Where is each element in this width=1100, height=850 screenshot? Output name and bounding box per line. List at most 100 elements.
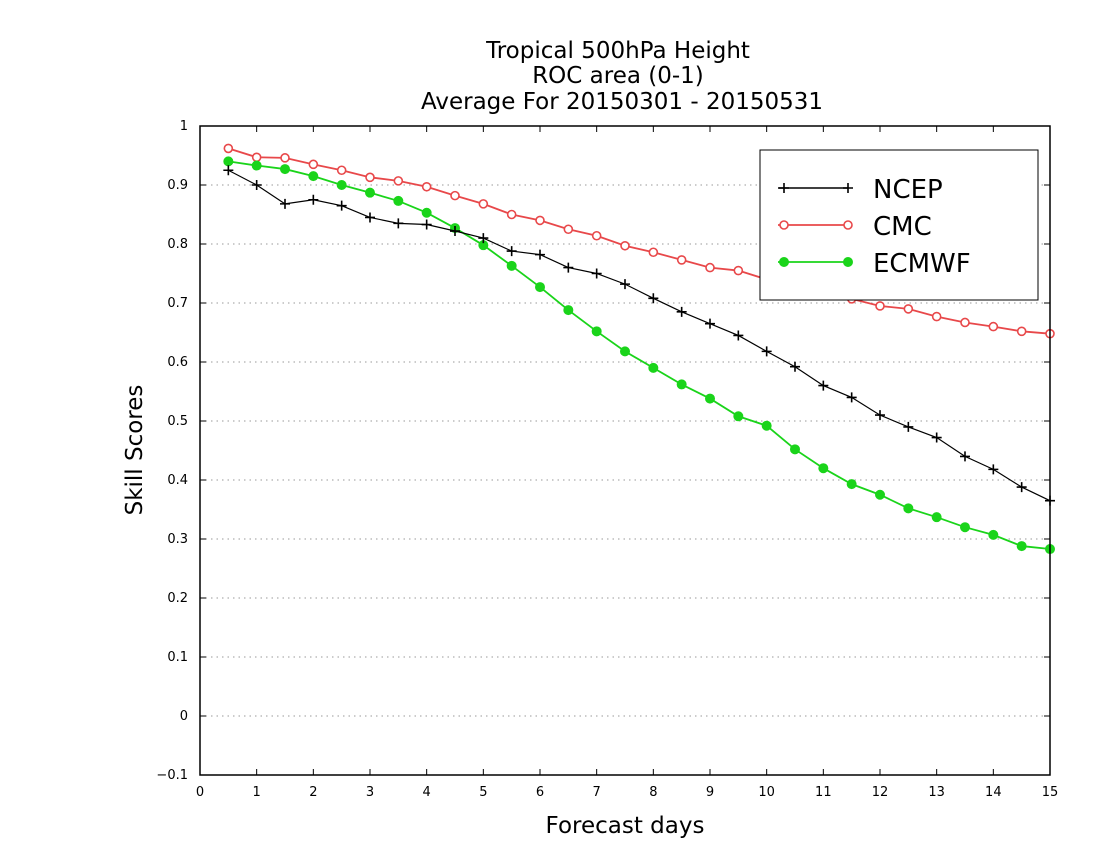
y-axis-label: Skill Scores [122,385,148,516]
data-point [393,176,404,186]
data-point [988,529,999,540]
x-tick-label: 1 [253,785,261,800]
data-point [733,411,744,422]
data-point [846,392,857,403]
legend-entry-ncep: NCEP [778,175,943,205]
data-point [846,479,857,490]
x-tick-label: 15 [1042,785,1059,800]
data-point [506,209,517,220]
data-point [308,159,319,170]
data-point [960,522,970,533]
x-tick-label: 12 [872,785,889,800]
data-point [421,181,432,192]
legend-label: CMC [873,212,932,242]
series-line [228,147,1051,335]
data-point [733,330,744,341]
y-tick-label: −0.1 [156,768,188,783]
legend-entry-cmc: CMC [778,212,932,242]
data-point [421,207,432,218]
data-point [705,262,715,273]
data-point [421,219,432,230]
data-point [450,190,460,201]
data-point [365,212,375,223]
data-point [676,306,687,317]
x-tick-label: 6 [536,785,544,800]
y-tick-label: 0.2 [167,591,188,606]
y-tick-label: 0.4 [167,473,188,488]
data-point [648,362,659,373]
data-point [535,282,545,293]
legend: NCEP CMC ECMWF [759,149,1039,301]
x-tick-label: 5 [479,785,487,800]
data-point [988,321,999,332]
data-point [761,346,772,357]
x-tick-label: 7 [593,785,601,800]
y-tick-label: 0.7 [167,296,188,311]
y-tick-label: 1 [180,119,188,134]
data-point [960,451,970,462]
data-point [308,194,319,205]
data-point [903,304,914,314]
data-point [223,165,234,176]
data-point [875,489,885,500]
data-point [818,380,829,391]
data-point [818,463,829,474]
data-point [988,464,999,475]
data-point [393,218,404,229]
x-tick-label: 13 [928,785,945,800]
data-point [903,503,914,514]
data-point [591,230,602,241]
data-point [365,172,375,183]
x-tick-label: 14 [985,785,1002,800]
data-point [251,180,262,190]
legend-label: NCEP [873,175,943,205]
data-point [563,224,574,235]
data-point [478,233,489,244]
grid-lines [200,184,1050,717]
data-point [251,152,262,163]
legend-entry-ecmwf: ECMWF [778,249,971,279]
data-point [931,512,942,523]
y-tick-label: 0.1 [167,650,188,665]
data-point [506,246,517,257]
data-point [620,240,630,251]
data-point [931,311,942,322]
data-point [875,410,885,421]
data-point [506,260,517,271]
data-point [308,171,319,182]
title-line-3: Average For 20150301 - 20150531 [421,89,823,115]
x-tick-label: 11 [815,785,832,800]
data-point [336,165,347,176]
data-point [779,257,789,267]
data-point [705,393,715,404]
data-point [733,265,744,276]
data-point [1016,326,1027,337]
y-tick-label: 0.3 [167,532,188,547]
title-line-2: ROC area (0-1) [532,63,704,89]
data-point [790,444,800,455]
x-tick-label: 0 [196,785,204,800]
data-point [779,183,789,193]
x-tick-label: 2 [309,785,317,800]
x-tick-label: 3 [366,785,374,800]
data-point [251,160,262,171]
data-point [648,293,659,304]
series-layer [223,143,1055,555]
data-point [336,200,347,211]
legend-box [759,149,1039,301]
data-point [591,326,602,337]
y-axis-ticks: −0.1 0 0.1 0.2 0.3 0.4 0.5 0.6 0.7 0.8 0.9 1 [156,119,1050,783]
data-point [535,215,545,226]
x-axis-label: Forecast days [546,813,705,839]
data-point [393,195,404,206]
data-point [365,187,375,198]
data-point [931,432,942,443]
data-point [705,318,715,329]
series-line [228,169,1051,502]
data-point [563,305,574,316]
data-point [779,220,789,230]
data-point [790,361,800,372]
data-point [843,183,853,193]
data-point [280,198,290,209]
